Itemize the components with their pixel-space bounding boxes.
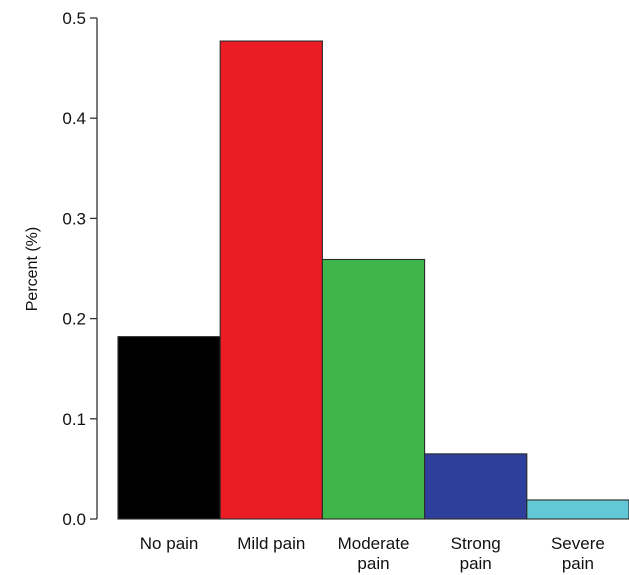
x-category-label: Severe pain (551, 534, 605, 573)
x-category-label: Strong pain (451, 534, 501, 573)
bar (321, 258, 426, 520)
bar (424, 453, 528, 520)
x-category-label: Mild pain (237, 534, 305, 553)
bar (117, 336, 221, 520)
y-axis: 0.0 0.1 0.2 0.3 0.4 0.5 (62, 9, 98, 529)
bar (219, 40, 323, 520)
y-tick-label: 0.2 (62, 310, 86, 329)
y-tick-label: 0.1 (62, 410, 86, 429)
y-tick-label: 0.5 (62, 9, 86, 28)
x-category-label: No pain (140, 534, 199, 553)
bars (117, 40, 629, 520)
y-tick-label: 0.0 (62, 510, 86, 529)
y-axis-title: Percent (%) (24, 227, 41, 311)
x-category-label: Moderate pain (338, 534, 410, 573)
y-tick-label: 0.3 (62, 209, 86, 228)
x-axis-labels: No pain Mild pain Moderate pain Strong pain Se… (140, 534, 605, 573)
y-tick-label: 0.4 (62, 109, 86, 128)
bar (526, 499, 629, 520)
